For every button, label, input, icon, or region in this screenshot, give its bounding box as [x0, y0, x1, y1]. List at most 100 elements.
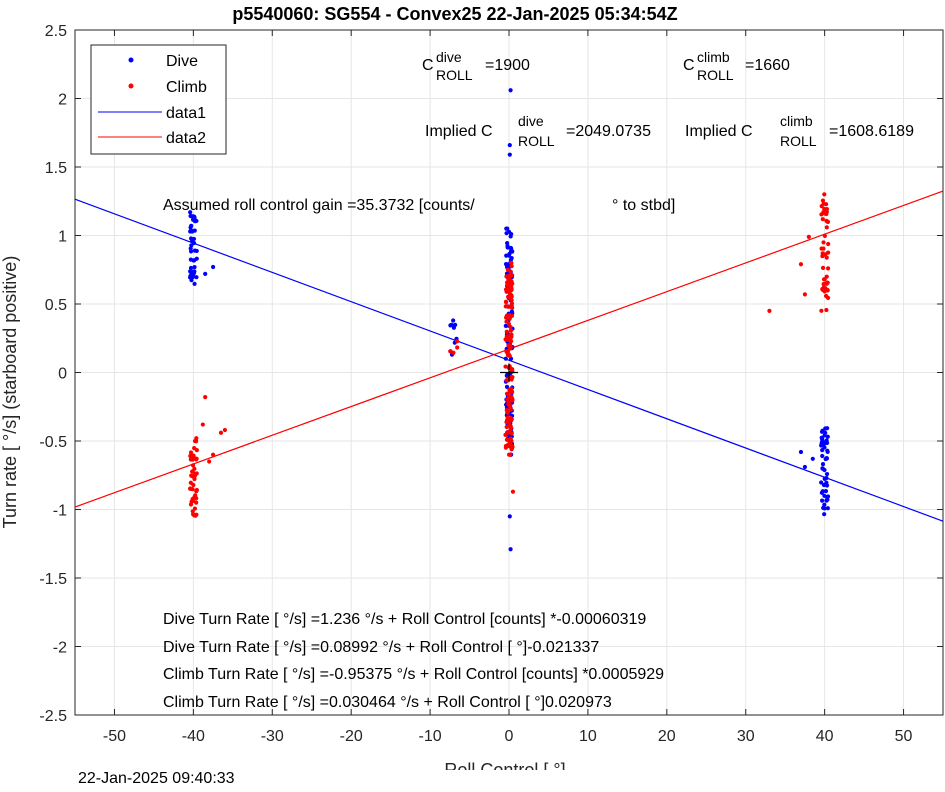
point-climb — [190, 463, 196, 468]
point-dive — [820, 462, 826, 467]
point-climb — [207, 459, 212, 464]
point-dive — [824, 480, 829, 485]
x-tick-label: 20 — [658, 728, 676, 745]
gain-annotation: Assumed roll control gain =35.3732 [coun… — [163, 197, 675, 214]
point-climb — [192, 476, 197, 482]
point-dive — [810, 456, 815, 461]
point-climb — [819, 212, 824, 217]
x-tick-label: 10 — [579, 728, 597, 745]
point-dive — [824, 475, 829, 481]
implied-climb-annotation: Implied C climb ROLL =1608.6189 — [685, 113, 914, 149]
point-climb — [509, 394, 514, 399]
point-climb — [508, 407, 514, 412]
point-dive — [505, 372, 510, 377]
fit-equations: Dive Turn Rate [ °/s] =1.236 °/s + Roll … — [163, 611, 664, 711]
legend: Dive Climb data1 data2 — [90, 44, 227, 155]
point-climb — [822, 211, 827, 216]
x-tick-label: 50 — [895, 728, 913, 745]
point-dive — [824, 438, 829, 443]
point-climb — [825, 219, 830, 224]
point-dive — [188, 265, 194, 271]
svg-text:climb: climb — [697, 49, 730, 65]
point-climb — [822, 233, 827, 238]
point-climb — [194, 489, 199, 494]
point-climb — [508, 427, 513, 432]
y-tick-label: -2 — [53, 640, 67, 657]
y-tick-label: -1 — [53, 503, 67, 520]
point-climb — [508, 403, 513, 408]
point-climb — [188, 450, 194, 455]
point-dive — [188, 210, 193, 215]
x-tick-label: 40 — [816, 728, 834, 745]
point-climb — [509, 431, 514, 436]
point-dive — [825, 506, 830, 511]
point-climb — [767, 308, 772, 313]
point-dive — [509, 309, 514, 314]
point-climb — [508, 345, 514, 350]
point-dive — [210, 264, 216, 270]
legend-dive-marker — [128, 57, 134, 63]
point-climb — [192, 466, 197, 471]
x-tick-label: 0 — [505, 728, 514, 745]
y-tick-label: -0.5 — [39, 434, 67, 451]
x-tick-label: -30 — [261, 728, 284, 745]
point-climb — [451, 350, 456, 355]
svg-text:ROLL: ROLL — [436, 67, 473, 83]
point-dive — [453, 322, 458, 328]
point-climb — [509, 338, 514, 344]
point-dive — [203, 271, 208, 276]
y-tick-label: 2.5 — [45, 23, 67, 40]
svg-text:Implied C: Implied C — [685, 123, 753, 140]
point-climb — [505, 417, 510, 423]
point-dive — [820, 453, 825, 459]
point-climb — [188, 480, 193, 485]
point-climb — [203, 395, 208, 400]
point-climb — [503, 287, 509, 292]
point-climb — [820, 253, 825, 259]
point-climb — [509, 293, 514, 298]
point-climb — [188, 457, 193, 462]
point-climb — [448, 349, 453, 354]
point-climb — [507, 422, 512, 427]
point-dive — [822, 433, 827, 438]
point-climb — [503, 304, 508, 309]
point-climb — [505, 349, 511, 354]
svg-text:=1608.6189: =1608.6189 — [829, 123, 914, 140]
point-climb — [825, 266, 831, 271]
point-climb — [510, 489, 516, 494]
fit-equation: Dive Turn Rate [ °/s] =0.08992 °/s + Rol… — [163, 639, 599, 656]
point-climb — [826, 241, 831, 247]
y-axis-label: Turn rate [ °/s] (starboard positive) — [0, 256, 20, 529]
point-climb — [508, 273, 513, 278]
svg-text:Assumed roll control gain =35.: Assumed roll control gain =35.3732 [coun… — [163, 197, 475, 214]
chart: -50 -40 -30 -20 -10 0 10 20 30 40 50-2.5-2-1.5-1-0… — [0, 4, 944, 770]
point-dive — [189, 243, 194, 248]
point-climb — [192, 495, 197, 500]
y-tick-label: 1 — [58, 229, 67, 246]
point-dive — [820, 498, 825, 503]
point-climb — [503, 445, 509, 450]
point-dive — [192, 248, 198, 253]
point-dive — [819, 480, 824, 485]
point-dive — [825, 449, 830, 455]
point-dive — [819, 429, 825, 434]
point-dive — [507, 142, 512, 148]
point-climb — [504, 319, 509, 324]
point-climb — [194, 439, 199, 444]
point-dive — [819, 490, 824, 495]
point-dive — [188, 225, 193, 230]
legend-climb-label: Climb — [166, 79, 207, 96]
fit-equation: Climb Turn Rate [ °/s] =-0.95375 °/s + R… — [163, 666, 664, 683]
point-climb — [507, 316, 512, 321]
point-climb — [210, 452, 216, 457]
point-climb — [455, 339, 460, 344]
y-tick-label: 0 — [58, 366, 67, 383]
svg-text:dive: dive — [436, 49, 462, 65]
legend-data1-label: data1 — [166, 105, 206, 122]
point-dive — [508, 88, 513, 93]
y-tick-label: -2.5 — [39, 708, 67, 725]
point-dive — [802, 464, 808, 470]
tick-labels: -50 -40 -30 -20 -10 0 10 20 30 40 50-2.5-2-1.5-1-0… — [39, 23, 943, 745]
point-climb — [824, 307, 829, 313]
point-climb — [509, 447, 514, 452]
